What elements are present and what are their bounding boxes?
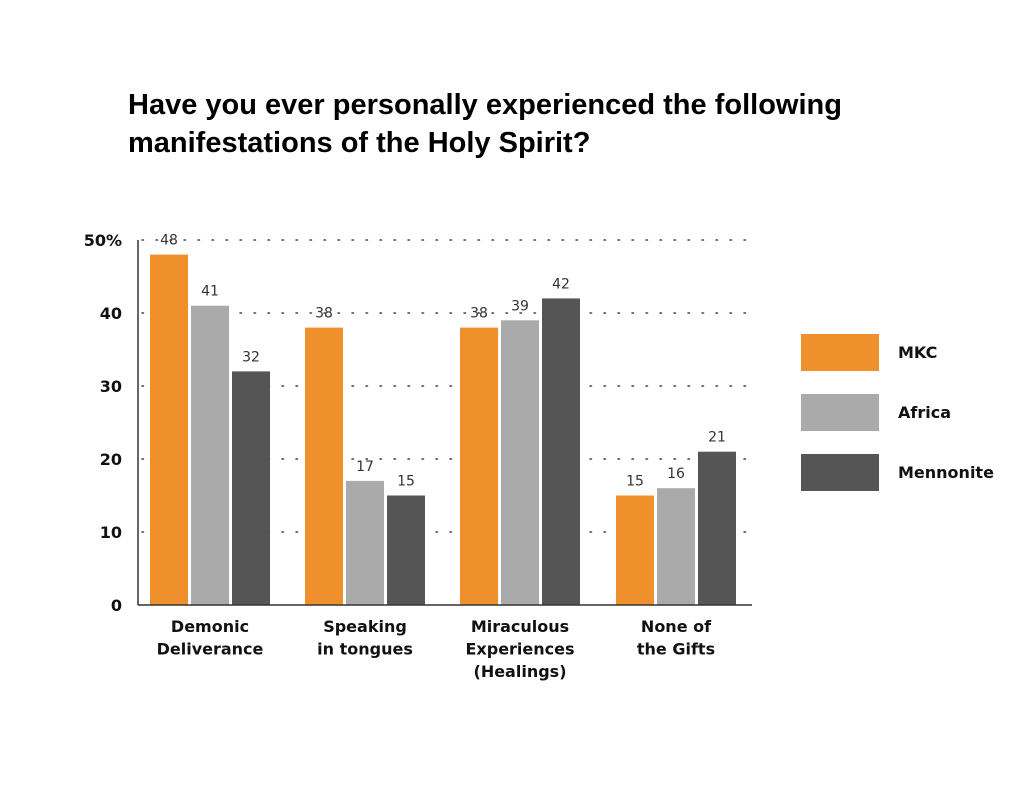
data-label: 21 [708, 430, 726, 446]
x-category-label: Demonic Deliverance [157, 617, 264, 659]
data-label: 39 [511, 298, 529, 314]
bar-africa [657, 488, 695, 605]
bar-mkc [150, 254, 188, 605]
x-category-label: Speaking in tongues [317, 617, 413, 659]
x-category-label: None of the Gifts [637, 617, 715, 659]
legend-swatch-africa [801, 394, 879, 431]
legend-swatch-mennonite [801, 454, 879, 491]
data-label: 15 [397, 474, 415, 490]
y-tick-label: 30 [100, 377, 122, 396]
legend-swatch-mkc [801, 334, 879, 371]
bar-mennonite [387, 495, 425, 605]
bar-mennonite [698, 451, 736, 605]
bar-mkc [460, 327, 498, 605]
data-label: 16 [667, 466, 685, 482]
data-label: 42 [552, 276, 570, 292]
legend-label-africa: Africa [898, 403, 951, 422]
y-tick-label: 20 [100, 450, 122, 469]
bar-mkc [305, 327, 343, 605]
legend-label-mennonite: Mennonite [898, 463, 994, 482]
bar-mennonite [232, 371, 270, 605]
data-label: 41 [201, 284, 219, 300]
bar-africa [346, 480, 384, 605]
data-label: 17 [356, 459, 374, 475]
bar-mkc [616, 495, 654, 605]
y-tick-label: 50% [84, 231, 122, 250]
y-tick-label: 0 [111, 596, 122, 615]
y-tick-label: 40 [100, 304, 122, 323]
data-label: 15 [626, 474, 644, 490]
data-label: 38 [315, 306, 333, 322]
bar-africa [191, 305, 229, 605]
y-tick-label: 10 [100, 523, 122, 542]
bar-mennonite [542, 298, 580, 605]
legend-label-mkc: MKC [898, 343, 938, 362]
data-label: 32 [242, 349, 260, 365]
x-category-label: Miraculous Experiences (Healings) [465, 617, 574, 681]
chart-title: Have you ever personally experienced the… [128, 89, 842, 159]
data-label: 38 [470, 306, 488, 322]
bar-africa [501, 320, 539, 605]
data-label: 48 [160, 233, 178, 249]
